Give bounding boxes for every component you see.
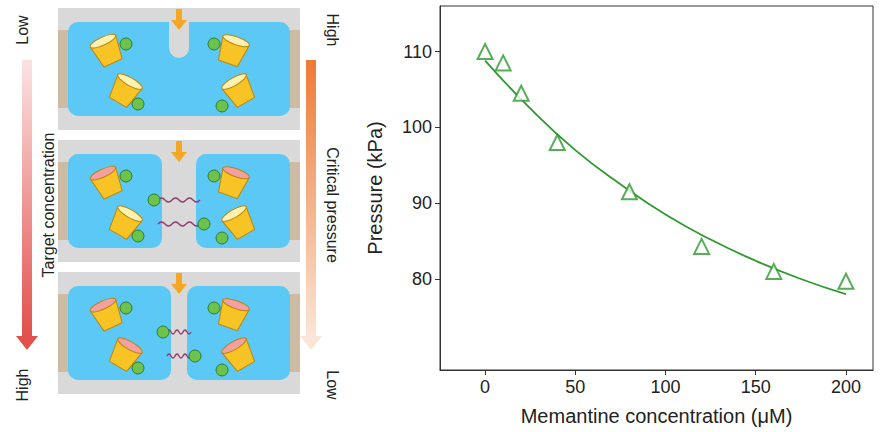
svg-text:Critical pressure: Critical pressure (324, 147, 341, 263)
svg-text:200: 200 (831, 377, 861, 397)
svg-text:100: 100 (402, 117, 432, 137)
svg-text:Target concentration: Target concentration (40, 133, 57, 278)
svg-text:Low: Low (14, 15, 31, 45)
svg-text:Low: Low (324, 370, 341, 400)
svg-text:High: High (14, 369, 31, 402)
svg-text:50: 50 (565, 377, 585, 397)
svg-text:Memantine concentration (μM): Memantine concentration (μM) (521, 405, 793, 427)
svg-text:90: 90 (412, 193, 432, 213)
svg-text:100: 100 (650, 377, 680, 397)
svg-text:110: 110 (403, 42, 432, 62)
svg-text:0: 0 (480, 377, 490, 397)
svg-text:80: 80 (412, 269, 432, 289)
svg-text:150: 150 (741, 377, 771, 397)
svg-text:High: High (324, 14, 341, 47)
svg-text:Pressure (kPa): Pressure (kPa) (364, 121, 386, 254)
